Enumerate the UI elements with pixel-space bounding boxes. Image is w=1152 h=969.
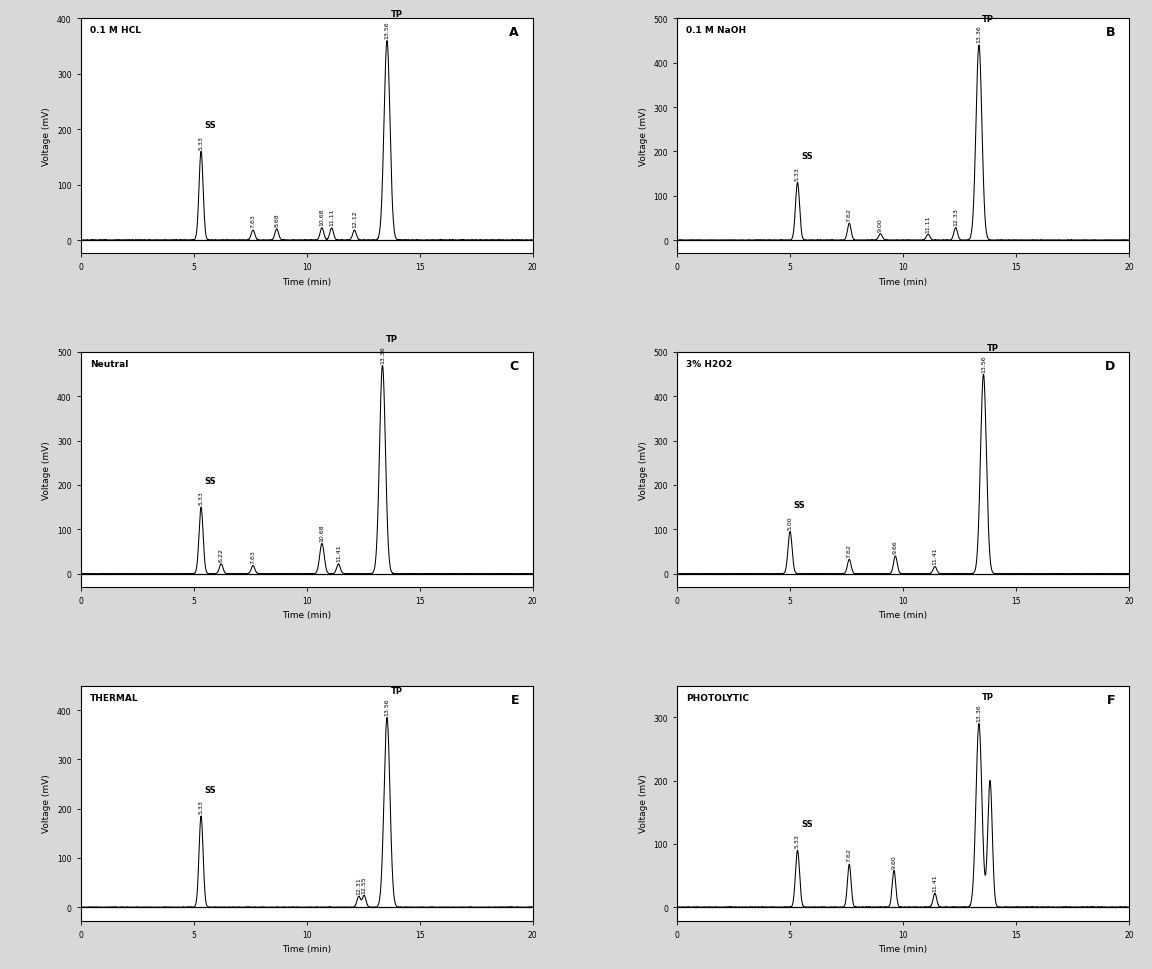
Text: 9.66: 9.66 bbox=[893, 540, 897, 553]
Text: 12.31: 12.31 bbox=[356, 876, 362, 893]
Text: 5.33: 5.33 bbox=[198, 491, 204, 505]
Text: SS: SS bbox=[204, 121, 217, 130]
Y-axis label: Voltage (mV): Voltage (mV) bbox=[639, 441, 647, 499]
Text: TP: TP bbox=[987, 344, 999, 353]
Text: 5.33: 5.33 bbox=[795, 167, 799, 180]
Text: C: C bbox=[510, 359, 518, 373]
X-axis label: Time (min): Time (min) bbox=[879, 944, 927, 953]
Text: 6.22: 6.22 bbox=[219, 547, 223, 562]
Text: PHOTOLYTIC: PHOTOLYTIC bbox=[687, 693, 749, 702]
Text: SS: SS bbox=[801, 819, 812, 828]
Text: THERMAL: THERMAL bbox=[90, 693, 138, 702]
Text: 5.33: 5.33 bbox=[198, 799, 204, 814]
Text: 10.68: 10.68 bbox=[319, 208, 325, 226]
Text: 13.56: 13.56 bbox=[385, 21, 389, 39]
Text: 13.36: 13.36 bbox=[977, 703, 982, 721]
Text: 7.62: 7.62 bbox=[847, 848, 851, 861]
Text: F: F bbox=[1107, 693, 1115, 705]
Text: 11.11: 11.11 bbox=[329, 208, 334, 226]
Text: SS: SS bbox=[801, 152, 812, 161]
X-axis label: Time (min): Time (min) bbox=[879, 610, 927, 620]
Text: 7.63: 7.63 bbox=[250, 549, 256, 563]
Text: 12.33: 12.33 bbox=[953, 207, 958, 226]
Text: TP: TP bbox=[391, 687, 402, 696]
Text: SS: SS bbox=[204, 477, 217, 485]
Text: TP: TP bbox=[983, 693, 994, 702]
Text: E: E bbox=[510, 693, 518, 705]
Text: 11.41: 11.41 bbox=[932, 873, 938, 891]
Text: A: A bbox=[509, 26, 518, 40]
Text: SS: SS bbox=[794, 501, 805, 510]
X-axis label: Time (min): Time (min) bbox=[282, 278, 331, 287]
Y-axis label: Voltage (mV): Voltage (mV) bbox=[43, 108, 52, 166]
Text: 12.55: 12.55 bbox=[362, 875, 366, 892]
Y-axis label: Voltage (mV): Voltage (mV) bbox=[43, 441, 52, 499]
Text: 12.12: 12.12 bbox=[353, 210, 357, 228]
Text: 7.62: 7.62 bbox=[847, 544, 851, 557]
Y-axis label: Voltage (mV): Voltage (mV) bbox=[43, 774, 52, 832]
Text: TP: TP bbox=[386, 335, 397, 344]
Text: B: B bbox=[1106, 26, 1115, 40]
Text: TP: TP bbox=[983, 15, 994, 24]
Text: TP: TP bbox=[391, 11, 402, 19]
Text: 5.33: 5.33 bbox=[795, 833, 799, 848]
Y-axis label: Voltage (mV): Voltage (mV) bbox=[639, 774, 647, 832]
Text: 11.41: 11.41 bbox=[932, 547, 938, 564]
Text: 9.00: 9.00 bbox=[878, 218, 882, 232]
X-axis label: Time (min): Time (min) bbox=[879, 278, 927, 287]
Text: 5.00: 5.00 bbox=[788, 516, 793, 529]
Text: Neutral: Neutral bbox=[90, 359, 128, 368]
Y-axis label: Voltage (mV): Voltage (mV) bbox=[639, 108, 647, 166]
Text: 8.68: 8.68 bbox=[274, 213, 279, 227]
Text: 7.62: 7.62 bbox=[847, 207, 851, 221]
Text: 0.1 M HCL: 0.1 M HCL bbox=[90, 26, 141, 36]
Text: 9.60: 9.60 bbox=[892, 854, 896, 868]
Text: 0.1 M NaOH: 0.1 M NaOH bbox=[687, 26, 746, 36]
Text: 7.63: 7.63 bbox=[250, 214, 256, 228]
Text: 13.36: 13.36 bbox=[977, 25, 982, 44]
Text: D: D bbox=[1105, 359, 1115, 373]
Text: 13.56: 13.56 bbox=[982, 355, 986, 372]
X-axis label: Time (min): Time (min) bbox=[282, 944, 331, 953]
Text: 11.41: 11.41 bbox=[336, 544, 341, 562]
Text: SS: SS bbox=[204, 785, 217, 795]
Text: 13.36: 13.36 bbox=[380, 346, 385, 363]
Text: 5.33: 5.33 bbox=[198, 136, 204, 149]
Text: 11.11: 11.11 bbox=[925, 215, 931, 233]
Text: 3% H2O2: 3% H2O2 bbox=[687, 359, 733, 368]
Text: 10.68: 10.68 bbox=[319, 523, 325, 542]
X-axis label: Time (min): Time (min) bbox=[282, 610, 331, 620]
Text: 13.56: 13.56 bbox=[385, 698, 389, 715]
